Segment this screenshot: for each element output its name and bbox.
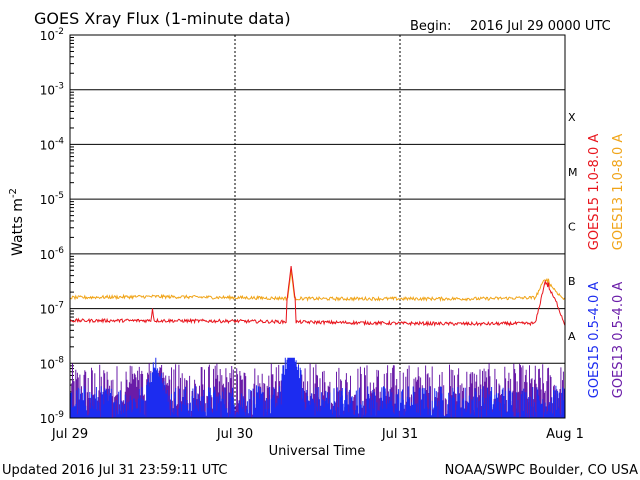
y-tick-label: 10-9 <box>40 410 65 426</box>
x-tick-label: Jul 31 <box>381 427 418 442</box>
y-tick-exponent: -3 <box>55 82 64 92</box>
chart-title: GOES Xray Flux (1-minute data) <box>34 9 291 28</box>
flare-class-a: A <box>568 330 576 343</box>
y-tick-exponent: -5 <box>55 191 64 201</box>
y-tick-exponent: -2 <box>55 27 64 37</box>
y-tick-label: 10-8 <box>40 355 65 371</box>
plot-frame <box>69 34 566 419</box>
y-tick-labels: 10-210-310-410-510-610-710-810-9 <box>40 27 65 426</box>
y-tick-label: 10-4 <box>40 136 65 152</box>
y-tick-base: 10 <box>40 412 55 426</box>
x-tick-labels: Jul 29 Jul 30 Jul 31 Aug 1 <box>51 427 584 442</box>
y-axis-label: Watts m-2 <box>8 188 26 256</box>
y-tick-base: 10 <box>40 193 55 207</box>
series-layer <box>69 265 566 418</box>
legend: GOES15 1.0-8.0 A GOES13 1.0-8.0 A GOES15 0… <box>587 134 626 399</box>
series-goes15-long <box>69 265 566 327</box>
begin-value: 2016 Jul 29 0000 UTC <box>470 19 611 34</box>
footer-credit: NOAA/SWPC Boulder, CO USA <box>445 463 638 478</box>
y-tick-base: 10 <box>40 84 55 98</box>
y-tick-label: 10-3 <box>40 82 64 98</box>
y-tick-base: 10 <box>40 138 55 152</box>
y-axis-label-text: Watts m <box>10 198 26 256</box>
y-axis-label-exponent: -2 <box>8 188 19 198</box>
y-tick-base: 10 <box>40 303 55 317</box>
y-tick-base: 10 <box>40 357 55 371</box>
flare-class-x: X <box>568 111 576 124</box>
flare-class-c: C <box>568 221 576 234</box>
footer-updated: Updated 2016 Jul 31 23:59:11 UTC <box>2 463 227 478</box>
y-tick-exponent: -4 <box>55 136 64 146</box>
legend-entry: GOES13 0.5-4.0 A <box>611 282 626 399</box>
legend-entry: GOES15 0.5-4.0 A <box>587 282 602 399</box>
y-tick-exponent: -9 <box>55 410 64 420</box>
legend-entry: GOES13 1.0-8.0 A <box>611 134 626 251</box>
begin-label: Begin: <box>410 19 451 34</box>
y-tick-label: 10-7 <box>40 301 64 317</box>
y-tick-label: 10-2 <box>40 27 64 43</box>
y-tick-label: 10-5 <box>40 191 64 207</box>
flare-class-m: M <box>568 166 578 179</box>
y-tick-exponent: -8 <box>55 355 64 365</box>
x-axis-label: Universal Time <box>269 444 366 459</box>
flare-class-b: B <box>568 275 576 288</box>
flare-class-labels: X M C B A <box>568 111 578 343</box>
y-tick-base: 10 <box>40 29 55 43</box>
legend-entry: GOES15 1.0-8.0 A <box>587 134 602 251</box>
y-tick-exponent: -7 <box>55 301 64 311</box>
y-tick-label: 10-6 <box>40 246 65 262</box>
grid-lines <box>69 35 566 418</box>
y-tick-exponent: -6 <box>55 246 64 256</box>
y-tick-base: 10 <box>40 248 55 262</box>
x-tick-label: Jul 29 <box>51 427 88 442</box>
series-goes13-long <box>69 270 566 302</box>
x-tick-label: Jul 30 <box>216 427 253 442</box>
x-tick-label: Aug 1 <box>546 427 584 442</box>
